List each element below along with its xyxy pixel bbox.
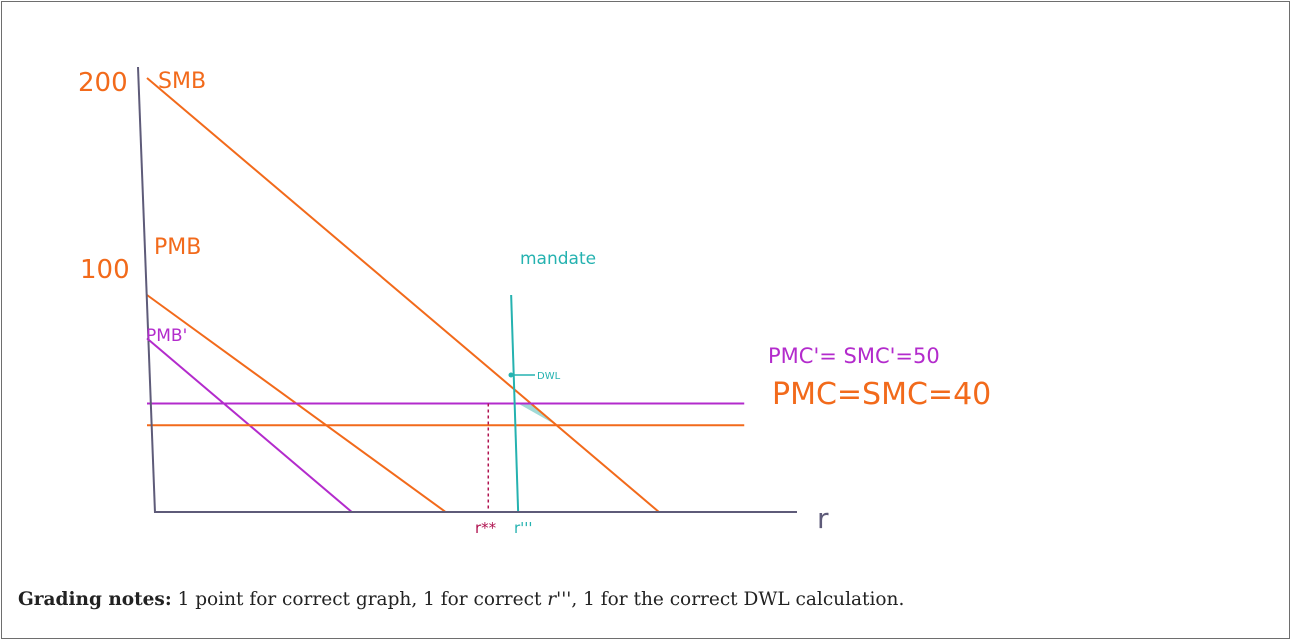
dwl-label: DWL	[537, 371, 561, 382]
x-tick-label-r-triple: r'''	[514, 519, 533, 537]
economics-graph: 200 100 SMB PMB PMB' PMC'= SMC'=50 PMC=S…	[78, 66, 991, 537]
pmb-label: PMB	[154, 235, 201, 260]
dwl-triangle	[518, 403, 557, 426]
dwl-pointer-dot	[508, 372, 514, 378]
pmb-prime-label: PMB'	[146, 326, 187, 346]
x-axis-label: r	[817, 502, 829, 535]
grading-notes-heading: Grading notes:	[18, 589, 172, 610]
y-axis	[137, 66, 156, 514]
smb-line	[146, 77, 660, 513]
r-triple-variable: r'''	[547, 589, 572, 610]
mandate-label: mandate	[520, 249, 596, 269]
pmc-label: PMC=SMC=40	[772, 377, 991, 412]
x-tick-label-r-star: r**	[475, 519, 497, 537]
grading-notes-text-2: , 1 for the correct DWL calculation.	[571, 589, 905, 610]
y-tick-label-100: 100	[80, 255, 130, 285]
pmc-prime-label: PMC'= SMC'=50	[768, 344, 940, 368]
y-tick-label-200: 200	[78, 68, 128, 98]
grading-notes: Grading notes: 1 point for correct graph…	[18, 589, 904, 610]
smb-label: SMB	[158, 69, 206, 94]
mandate-line	[510, 294, 520, 513]
grading-notes-text-1: 1 point for correct graph, 1 for correct	[171, 589, 548, 610]
